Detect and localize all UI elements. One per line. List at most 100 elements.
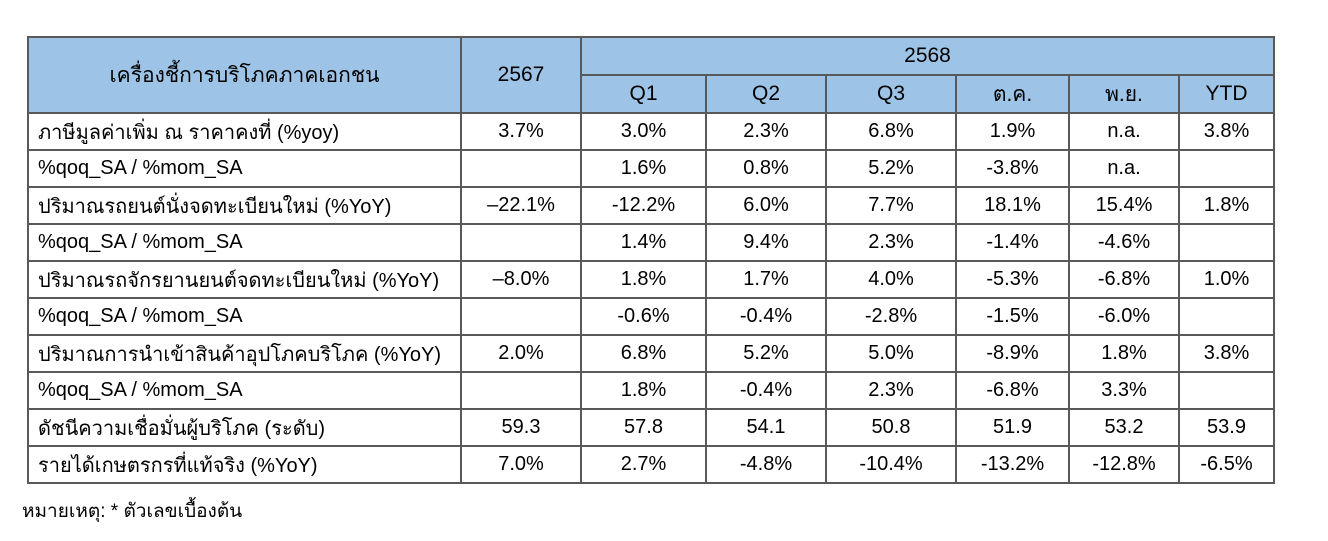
value-cell-q1: 1.8%: [580, 371, 707, 410]
value-cell-q1: 57.8: [580, 408, 707, 447]
value-cell-oct: -1.5%: [955, 297, 1070, 336]
col-header-q3: Q3: [825, 74, 957, 114]
value-cell-2567: 2.0%: [460, 334, 582, 373]
indicator-column-header: เครื่องชี้การบริโภคภาคเอกชน: [27, 36, 462, 114]
value-cell-ytd: 1.0%: [1178, 260, 1275, 299]
value-cell-q1: 3.0%: [580, 112, 707, 151]
private-consumption-indicators-table: เครื่องชี้การบริโภคภาคเอกชน 2567 2568 Q1…: [27, 36, 1275, 484]
value-cell-q3: 2.3%: [825, 371, 957, 410]
table-row-new-motorcycle-registrations: ปริมาณรถจักรยานยนต์จดทะเบียนใหม่ (%YoY) …: [27, 260, 1275, 299]
value-cell-q3: -10.4%: [825, 445, 957, 484]
value-cell-2567: 7.0%: [460, 445, 582, 484]
value-cell-ytd: [1178, 149, 1275, 188]
col-header-ytd: YTD: [1178, 74, 1275, 114]
value-cell-2567: [460, 371, 582, 410]
value-cell-nov: -6.0%: [1068, 297, 1180, 336]
col-header-oct: ต.ค.: [955, 74, 1070, 114]
value-cell-oct: -6.8%: [955, 371, 1070, 410]
value-cell-nov: 53.2: [1068, 408, 1180, 447]
value-cell-q1: 6.8%: [580, 334, 707, 373]
value-cell-q3: 4.0%: [825, 260, 957, 299]
value-cell-q1: 2.7%: [580, 445, 707, 484]
col-header-q1: Q1: [580, 74, 707, 114]
value-cell-q3: 7.7%: [825, 186, 957, 225]
value-cell-q3: 5.0%: [825, 334, 957, 373]
value-cell-oct: -3.8%: [955, 149, 1070, 188]
indicator-label-cell: ปริมาณรถจักรยานยนต์จดทะเบียนใหม่ (%YoY): [27, 260, 462, 299]
value-cell-q2: -4.8%: [705, 445, 827, 484]
table-row-new-car-registrations: ปริมาณรถยนต์นั่งจดทะเบียนใหม่ (%YoY) –22…: [27, 186, 1275, 225]
table-row-consumer-goods-imports-sa: %qoq_SA / %mom_SA 1.8% -0.4% 2.3% -6.8% …: [27, 371, 1275, 410]
value-cell-ytd: 3.8%: [1178, 112, 1275, 151]
value-cell-2567: –8.0%: [460, 260, 582, 299]
value-cell-oct: -8.9%: [955, 334, 1070, 373]
value-cell-q2: -0.4%: [705, 297, 827, 336]
col-header-nov: พ.ย.: [1068, 74, 1180, 114]
indicator-label-cell: %qoq_SA / %mom_SA: [27, 223, 462, 262]
value-cell-nov: 3.3%: [1068, 371, 1180, 410]
table-row-vat-sa: %qoq_SA / %mom_SA 1.6% 0.8% 5.2% -3.8% n…: [27, 149, 1275, 188]
value-cell-q3: 2.3%: [825, 223, 957, 262]
value-cell-ytd: [1178, 223, 1275, 262]
col-header-q2: Q2: [705, 74, 827, 114]
table-body: ภาษีมูลค่าเพิ่ม ณ ราคาคงที่ (%yoy) 3.7% …: [27, 112, 1275, 484]
value-cell-ytd: 1.8%: [1178, 186, 1275, 225]
value-cell-q3: 50.8: [825, 408, 957, 447]
table-row-real-farm-income: รายได้เกษตรกรที่แท้จริง (%YoY) 7.0% 2.7%…: [27, 445, 1275, 484]
table-header: เครื่องชี้การบริโภคภาคเอกชน 2567 2568 Q1…: [27, 36, 1275, 114]
value-cell-q1: 1.8%: [580, 260, 707, 299]
value-cell-ytd: [1178, 371, 1275, 410]
value-cell-q2: 6.0%: [705, 186, 827, 225]
value-cell-q1: 1.4%: [580, 223, 707, 262]
value-cell-q2: -0.4%: [705, 371, 827, 410]
value-cell-2567: 3.7%: [460, 112, 582, 151]
value-cell-2567: –22.1%: [460, 186, 582, 225]
value-cell-q3: 6.8%: [825, 112, 957, 151]
value-cell-q2: 1.7%: [705, 260, 827, 299]
value-cell-nov: -12.8%: [1068, 445, 1180, 484]
value-cell-q1: -0.6%: [580, 297, 707, 336]
indicator-label-cell: ปริมาณการนำเข้าสินค้าอุปโภคบริโภค (%YoY): [27, 334, 462, 373]
col-header-year-2568: 2568: [580, 36, 1275, 76]
value-cell-ytd: -6.5%: [1178, 445, 1275, 484]
value-cell-nov: -4.6%: [1068, 223, 1180, 262]
value-cell-oct: -13.2%: [955, 445, 1070, 484]
indicator-label-cell: รายได้เกษตรกรที่แท้จริง (%YoY): [27, 445, 462, 484]
value-cell-q3: 5.2%: [825, 149, 957, 188]
value-cell-oct: 51.9: [955, 408, 1070, 447]
header-row-top: เครื่องชี้การบริโภคภาคเอกชน 2567 2568: [27, 36, 1275, 114]
value-cell-nov: 15.4%: [1068, 186, 1180, 225]
table-row-new-car-registrations-sa: %qoq_SA / %mom_SA 1.4% 9.4% 2.3% -1.4% -…: [27, 223, 1275, 262]
value-cell-nov: -6.8%: [1068, 260, 1180, 299]
value-cell-oct: 18.1%: [955, 186, 1070, 225]
value-cell-2567: 59.3: [460, 408, 582, 447]
value-cell-q2: 2.3%: [705, 112, 827, 151]
value-cell-oct: -5.3%: [955, 260, 1070, 299]
value-cell-ytd: [1178, 297, 1275, 336]
indicator-label-cell: %qoq_SA / %mom_SA: [27, 297, 462, 336]
value-cell-nov: n.a.: [1068, 112, 1180, 151]
value-cell-2567: [460, 223, 582, 262]
value-cell-q1: -12.2%: [580, 186, 707, 225]
indicator-label-cell: ดัชนีความเชื่อมั่นผู้บริโภค (ระดับ): [27, 408, 462, 447]
table-row-vat: ภาษีมูลค่าเพิ่ม ณ ราคาคงที่ (%yoy) 3.7% …: [27, 112, 1275, 151]
header-row-periods: Q1 Q2 Q3 ต.ค. พ.ย. YTD: [28, 74, 1275, 114]
value-cell-nov: 1.8%: [1068, 334, 1180, 373]
value-cell-2567: [460, 149, 582, 188]
value-cell-ytd: 53.9: [1178, 408, 1275, 447]
value-cell-q3: -2.8%: [825, 297, 957, 336]
indicator-label-cell: %qoq_SA / %mom_SA: [27, 371, 462, 410]
value-cell-q2: 54.1: [705, 408, 827, 447]
value-cell-q2: 0.8%: [705, 149, 827, 188]
indicator-label-cell: ปริมาณรถยนต์นั่งจดทะเบียนใหม่ (%YoY): [27, 186, 462, 225]
value-cell-q2: 9.4%: [705, 223, 827, 262]
indicator-label-cell: %qoq_SA / %mom_SA: [27, 149, 462, 188]
table-row-new-motorcycle-registrations-sa: %qoq_SA / %mom_SA -0.6% -0.4% -2.8% -1.5…: [27, 297, 1275, 336]
value-cell-oct: -1.4%: [955, 223, 1070, 262]
indicator-label-cell: ภาษีมูลค่าเพิ่ม ณ ราคาคงที่ (%yoy): [27, 112, 462, 151]
value-cell-2567: [460, 297, 582, 336]
col-header-year-2567: 2567: [460, 36, 582, 114]
value-cell-q1: 1.6%: [580, 149, 707, 188]
footnote: หมายเหตุ: * ตัวเลขเบื้องต้น: [22, 501, 243, 522]
